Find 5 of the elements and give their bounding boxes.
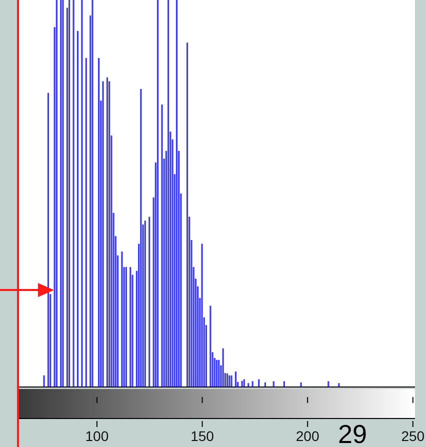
x-tick-label: 250: [401, 428, 425, 444]
text: 29: [336, 419, 369, 447]
x-tick-label: 200: [296, 428, 320, 444]
x-tick-label: 150: [190, 428, 214, 444]
x-tick-label: 100: [85, 428, 109, 444]
